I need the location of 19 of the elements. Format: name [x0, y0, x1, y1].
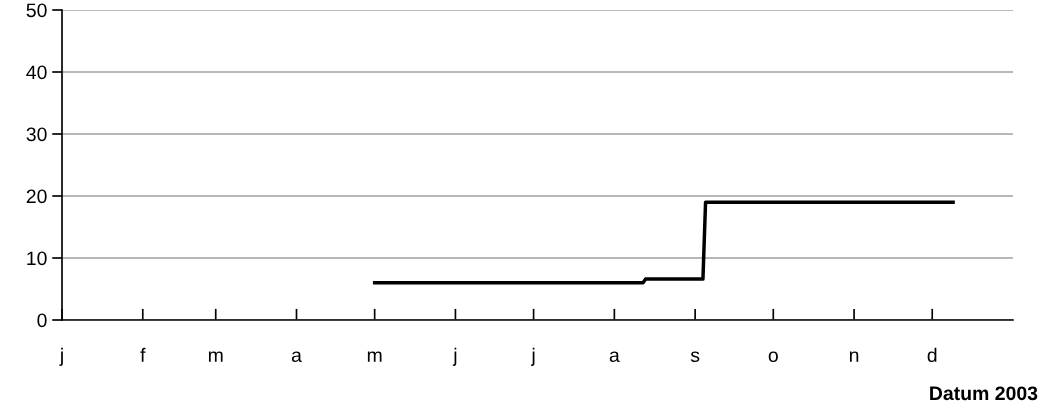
- x-tick-label: s: [690, 351, 700, 363]
- y-tick-label: 0: [37, 313, 47, 328]
- x-tick-label: f: [140, 347, 146, 362]
- y-tick-label: 50: [26, 3, 47, 18]
- x-axis-title: Datum 2003: [930, 386, 1038, 401]
- x-tick-label: n: [849, 351, 859, 362]
- y-tick-label: 20: [26, 189, 47, 204]
- x-tick-label: d: [927, 347, 937, 363]
- x-tick-label: j: [59, 347, 63, 366]
- x-tick-label: m: [367, 351, 382, 362]
- y-tick-label: 40: [26, 65, 47, 80]
- x-tick-label: j: [530, 347, 535, 366]
- x-tick-label: a: [609, 351, 620, 363]
- y-tick-label: 30: [26, 127, 47, 142]
- y-tick-label: 10: [27, 251, 47, 266]
- x-tick-label: o: [768, 351, 778, 363]
- x-tick-label: j: [452, 347, 457, 366]
- x-tick-label: a: [291, 351, 302, 363]
- x-tick-label: m: [208, 351, 223, 362]
